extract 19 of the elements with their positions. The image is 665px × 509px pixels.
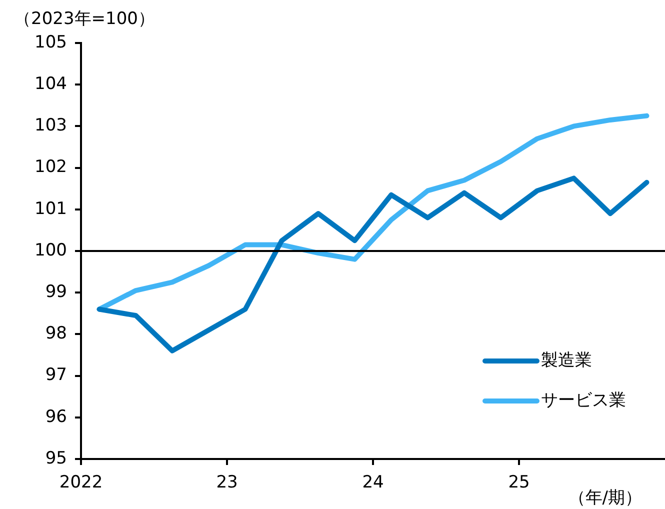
x-tick-label: 2022 [59,472,103,493]
y-tick-label: 99 [45,282,67,302]
x-tick-label: 24 [362,472,384,493]
y-tick-label: 100 [34,240,67,260]
legend-label: サービス業 [541,390,626,410]
y-tick-label: 96 [45,406,67,427]
x-tick-label: 23 [216,472,238,493]
y-axis-title: （2023年=100） [14,9,155,29]
y-tick-label: 101 [34,198,67,219]
y-tick-label: 102 [34,157,67,178]
y-tick-label: 105 [34,32,67,52]
y-tick-label: 95 [45,448,67,468]
y-tick-label: 103 [34,116,67,136]
y-tick-label: 98 [45,324,67,344]
y-tick-label: 104 [34,74,67,94]
x-axis-title: （年/期） [568,488,642,508]
legend-label: 製造業 [541,350,592,370]
x-tick-label: 25 [508,472,530,493]
y-tick-label: 97 [45,365,67,386]
